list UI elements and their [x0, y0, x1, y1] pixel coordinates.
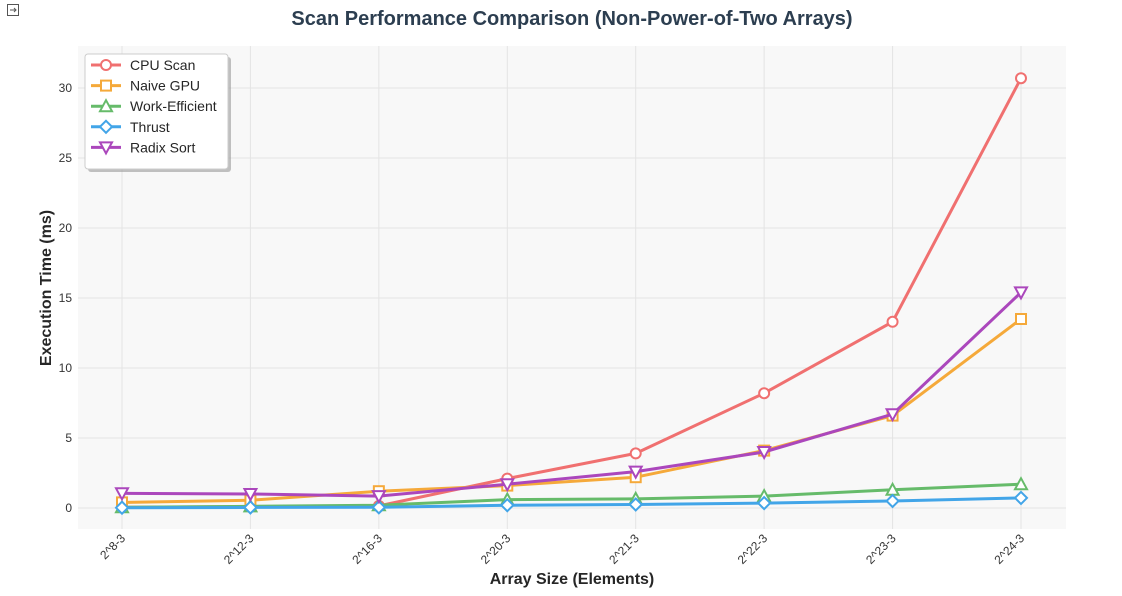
legend-marker — [98, 141, 114, 156]
legend-label: Radix Sort — [130, 139, 195, 155]
series-line — [121, 496, 1022, 510]
series-line — [121, 291, 1023, 498]
x-tick-label: 2^12-3 — [221, 531, 257, 567]
data-point — [1015, 313, 1027, 325]
legend-label: Work-Efficient — [130, 98, 217, 114]
data-point — [628, 497, 644, 512]
y-tick-label: 5 — [65, 431, 72, 445]
x-tick-label: 2^8-3 — [97, 531, 128, 562]
expand-icon[interactable] — [6, 3, 20, 17]
y-axis-title: Execution Time (ms) — [38, 210, 55, 366]
data-point — [242, 488, 259, 503]
data-point — [1013, 490, 1029, 506]
data-point — [1015, 72, 1027, 85]
series-thrust — [114, 490, 1029, 516]
y-axis-ticks: 0 5 10 15 20 25 30 — [59, 81, 73, 515]
y-tick-label: 30 — [59, 81, 73, 95]
data-point — [243, 500, 258, 515]
x-tick-label: 2^24-3 — [992, 531, 1028, 567]
legend: CPU Scan Naive GPU Work-Efficient Thrust Rad… — [84, 53, 231, 172]
y-tick-label: 10 — [59, 361, 73, 375]
legend-label: Thrust — [130, 119, 170, 135]
legend-marker — [100, 59, 112, 71]
data-point — [884, 408, 901, 423]
data-point — [756, 495, 772, 511]
x-tick-label: 2^20-3 — [478, 531, 514, 567]
series-layer — [114, 72, 1029, 516]
data-point — [499, 478, 515, 493]
data-point — [886, 315, 899, 328]
y-tick-label: 0 — [65, 501, 72, 515]
chart-title: Scan Performance Comparison (Non-Power-o… — [291, 8, 852, 30]
legend-box — [84, 53, 229, 170]
x-axis-title: Array Size (Elements) — [490, 571, 655, 588]
data-point — [114, 487, 130, 502]
x-tick-label: 2^21-3 — [606, 531, 642, 567]
legend-marker — [100, 79, 112, 92]
x-tick-label: 2^23-3 — [863, 531, 899, 567]
data-point — [371, 499, 387, 515]
series-radix-sort — [114, 286, 1029, 505]
legend-marker — [98, 98, 114, 113]
legend-label: Naive GPU — [130, 78, 200, 94]
x-tick-label: 2^22-3 — [735, 531, 771, 567]
y-tick-label: 20 — [59, 221, 73, 235]
y-tick-label: 15 — [59, 291, 73, 305]
plot-area — [78, 46, 1066, 529]
data-point — [628, 465, 644, 480]
x-tick-label: 2^16-3 — [349, 531, 385, 567]
x-axis-ticks: 2^8-3 2^12-3 2^16-3 2^20-3 2^21-3 2^22-3 2^23-… — [97, 531, 1027, 567]
data-point — [885, 493, 900, 509]
data-point — [629, 447, 642, 460]
legend-marker — [98, 119, 114, 135]
data-point — [1013, 476, 1029, 491]
data-point — [758, 387, 771, 400]
data-point — [756, 446, 772, 461]
data-point — [1013, 286, 1029, 301]
y-tick-label: 25 — [59, 151, 73, 165]
data-point — [114, 500, 130, 516]
legend-label: CPU Scan — [130, 57, 195, 73]
data-point — [499, 497, 515, 513]
data-point — [371, 490, 387, 505]
